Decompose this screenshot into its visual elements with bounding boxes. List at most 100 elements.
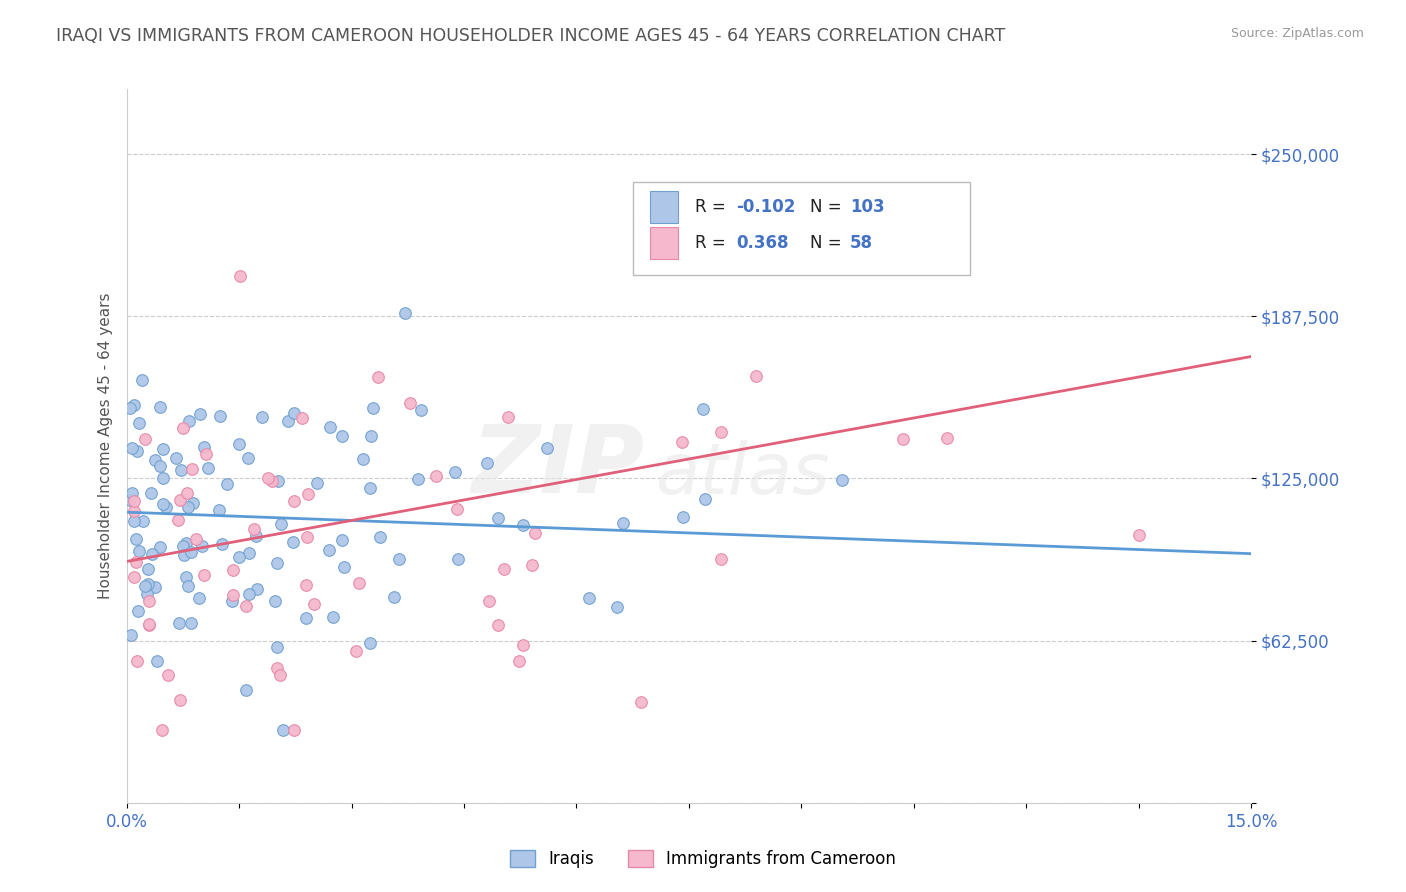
Point	[831, 473, 853, 487]
Point	[271, 723, 294, 738]
Point	[149, 458, 172, 473]
Point	[143, 580, 166, 594]
Point	[710, 552, 733, 566]
Point	[191, 539, 214, 553]
Text: R =: R =	[695, 234, 731, 252]
Point	[368, 530, 391, 544]
Text: 103: 103	[849, 198, 884, 216]
Point	[245, 529, 267, 543]
Point	[222, 563, 245, 577]
Point	[172, 539, 194, 553]
Point	[122, 504, 145, 518]
Point	[277, 414, 299, 428]
Point	[359, 481, 381, 495]
Point	[125, 532, 148, 546]
Point	[141, 547, 163, 561]
Point	[207, 503, 229, 517]
Point	[256, 470, 278, 484]
Point	[181, 496, 204, 510]
Point	[195, 447, 218, 461]
Point	[134, 432, 156, 446]
Point	[120, 628, 142, 642]
Point	[630, 695, 652, 709]
Point	[188, 407, 211, 421]
Point	[262, 474, 284, 488]
Point	[524, 526, 547, 541]
Point	[172, 421, 194, 435]
Point	[398, 396, 420, 410]
Point	[152, 497, 174, 511]
Point	[318, 542, 340, 557]
Point	[536, 441, 558, 455]
Text: N =: N =	[810, 198, 848, 216]
Point	[169, 492, 191, 507]
Point	[243, 522, 266, 536]
Point	[359, 635, 381, 649]
Point	[512, 517, 534, 532]
Point	[146, 654, 169, 668]
Point	[283, 723, 305, 738]
Point	[330, 429, 353, 443]
Point	[122, 570, 145, 584]
Point	[127, 654, 149, 668]
FancyBboxPatch shape	[633, 182, 970, 275]
Point	[141, 486, 163, 500]
Point	[508, 654, 530, 668]
Point	[692, 401, 714, 416]
Point	[181, 462, 204, 476]
Point	[361, 401, 384, 415]
Point	[267, 474, 290, 488]
Point	[184, 532, 207, 546]
Point	[124, 398, 146, 412]
Point	[238, 587, 260, 601]
Point	[578, 591, 600, 605]
Point	[346, 644, 368, 658]
Point	[193, 440, 215, 454]
Point	[122, 514, 145, 528]
Point	[149, 400, 172, 414]
Point	[283, 493, 305, 508]
Point	[235, 683, 257, 698]
Point	[138, 594, 160, 608]
Point	[128, 544, 150, 558]
Point	[263, 593, 285, 607]
Point	[120, 401, 142, 416]
Point	[269, 668, 291, 682]
Point	[266, 557, 288, 571]
Point	[127, 444, 149, 458]
Point	[322, 609, 344, 624]
Point	[152, 471, 174, 485]
Point	[494, 562, 516, 576]
Point	[936, 431, 959, 445]
Point	[150, 723, 173, 738]
Point	[297, 530, 319, 544]
Point	[197, 461, 219, 475]
Point	[360, 429, 382, 443]
Text: ZIP: ZIP	[471, 421, 644, 514]
Point	[496, 409, 519, 424]
FancyBboxPatch shape	[650, 191, 678, 223]
Point	[149, 541, 172, 555]
Point	[180, 615, 202, 630]
Point	[283, 535, 305, 549]
Point	[512, 638, 534, 652]
Point	[138, 617, 160, 632]
Point	[131, 373, 153, 387]
Point	[330, 533, 353, 547]
Point	[443, 466, 465, 480]
Point	[295, 577, 318, 591]
Point	[128, 416, 150, 430]
Point	[235, 599, 257, 614]
Point	[238, 546, 260, 560]
Point	[222, 588, 245, 602]
Point	[120, 493, 142, 508]
Point	[352, 452, 374, 467]
Point	[294, 611, 316, 625]
Point	[446, 502, 468, 516]
Point	[121, 442, 143, 456]
Point	[180, 545, 202, 559]
Point	[447, 552, 470, 566]
Text: R =: R =	[695, 198, 731, 216]
Point	[283, 405, 305, 419]
Point	[671, 434, 693, 449]
